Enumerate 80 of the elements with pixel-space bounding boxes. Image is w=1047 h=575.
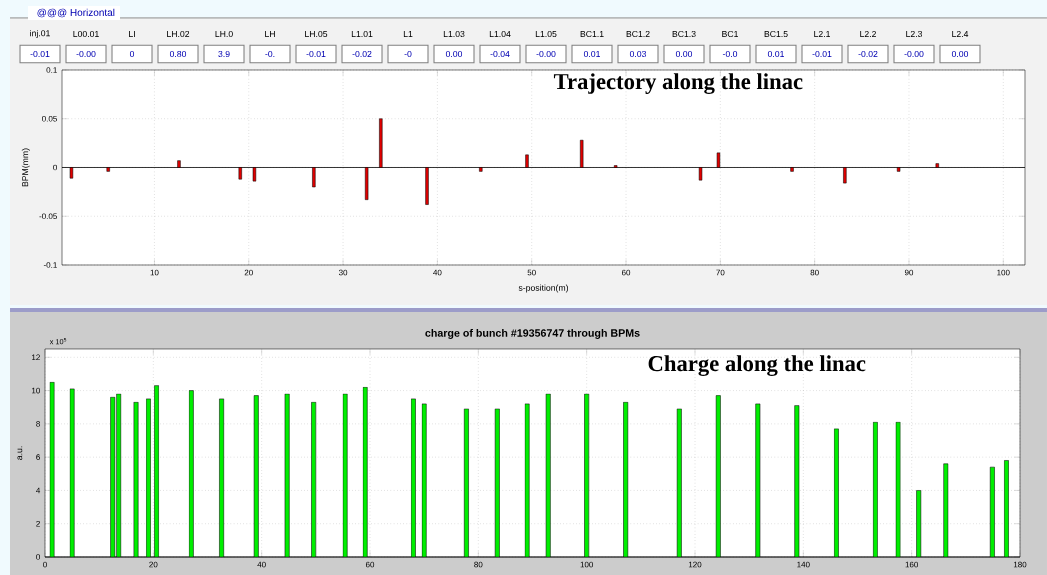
text: -0.02 [858, 50, 878, 58]
y-tick-label: 0 [36, 554, 40, 560]
category-label: BC1 [722, 30, 738, 38]
text: -0.01 [306, 50, 326, 58]
text: 0.00 [445, 50, 463, 58]
category-label: L1.05 [535, 30, 557, 38]
category-label: LH.05 [305, 30, 328, 38]
y-axis-title: BPM(mm) [21, 148, 30, 187]
text: -0.0 [722, 50, 738, 58]
y-tick-label: 0.1 [46, 67, 57, 73]
category-label: L1.04 [489, 30, 511, 38]
category-label: inj.01 [30, 29, 50, 39]
text: 0 [129, 50, 135, 58]
category-label: L1.03 [443, 30, 465, 38]
category-label: BC1.3 [672, 30, 696, 38]
text: -0.02 [352, 50, 372, 58]
text: 0.03 [629, 50, 647, 58]
x-axis-title: s-position(m) [518, 284, 568, 293]
y-tick-label: -0.05 [39, 213, 57, 220]
annotation: Charge along the linac [648, 355, 866, 376]
y-tick-label: 0 [53, 164, 57, 171]
chart-title: charge of bunch #19356747 through BPMs [425, 328, 640, 339]
y-tick-label: 2 [36, 520, 40, 527]
category-label: BC1.5 [764, 30, 788, 38]
x-tick-label: 180 [1013, 561, 1027, 568]
x-tick-label: 60 [365, 561, 375, 568]
x-tick-label: 140 [797, 561, 810, 568]
x-tick-label: 30 [338, 269, 348, 276]
x-tick-label: 80 [474, 561, 483, 568]
category-label: L2.2 [860, 30, 876, 38]
category-label: LH.02 [167, 30, 190, 38]
text: -0.00 [904, 50, 924, 58]
y-tick-label: -0.1 [43, 262, 57, 268]
x-tick-label: 70 [716, 269, 725, 276]
x-tick-label: 60 [621, 269, 631, 276]
y-axis-title: a.u. [17, 446, 23, 460]
category-label: L2.4 [952, 30, 969, 38]
x-tick-label: 90 [904, 269, 914, 276]
y-tick-label: 12 [32, 354, 40, 361]
text: 0.01 [767, 50, 784, 58]
text: -0.01 [812, 50, 832, 58]
x-tick-label: 40 [433, 269, 442, 276]
text: -0.00 [536, 50, 556, 58]
y-tick-label: 10 [32, 387, 40, 394]
category-label: LH.0 [215, 30, 233, 38]
text: -0.00 [76, 50, 96, 58]
text: 0.00 [951, 50, 969, 58]
x-tick-label: 100 [580, 561, 594, 568]
x-tick-label: 160 [905, 561, 919, 568]
category-label: L2.3 [906, 30, 923, 38]
x-tick-label: 20 [244, 269, 253, 276]
x-tick-label: 40 [257, 561, 266, 568]
text: 0.00 [675, 50, 693, 58]
text: -0 [404, 50, 412, 58]
x-tick-label: 100 [997, 269, 1010, 276]
text: 0.01 [583, 50, 601, 58]
category-label: L00.01 [73, 30, 99, 38]
text: 3.9 [218, 50, 230, 58]
y-tick-label: 4 [36, 487, 41, 494]
category-label: BC1.2 [626, 30, 650, 38]
y-tick-label: 8 [36, 421, 40, 427]
text: 0.80 [169, 50, 187, 58]
y-tick-label: 0.05 [42, 115, 57, 122]
annotation: Trajectory along the linac [553, 73, 803, 94]
x-tick-label: 10 [150, 269, 159, 276]
text: -0.01 [30, 50, 50, 58]
category-label: LI [129, 31, 135, 37]
x-tick-label: 50 [527, 269, 536, 276]
x-tick-label: 20 [149, 561, 158, 568]
category-label: L1 [403, 31, 413, 37]
y-tick-label: 6 [36, 454, 40, 460]
text: -0. [265, 50, 275, 58]
category-label: L2.1 [814, 30, 830, 38]
text: -0.04 [490, 50, 510, 58]
x-tick-label: 120 [688, 561, 702, 568]
x-tick-label: 80 [810, 269, 819, 276]
text: @@@ Horizontal [37, 8, 115, 18]
category-label: LH [265, 31, 275, 37]
category-label: L1.01 [351, 30, 373, 38]
category-label: BC1.1 [580, 30, 604, 38]
